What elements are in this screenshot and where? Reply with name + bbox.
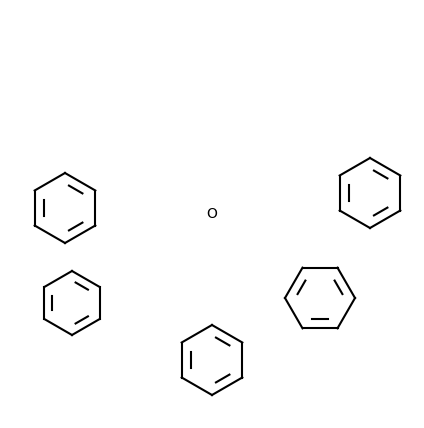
Text: O: O	[206, 207, 218, 221]
